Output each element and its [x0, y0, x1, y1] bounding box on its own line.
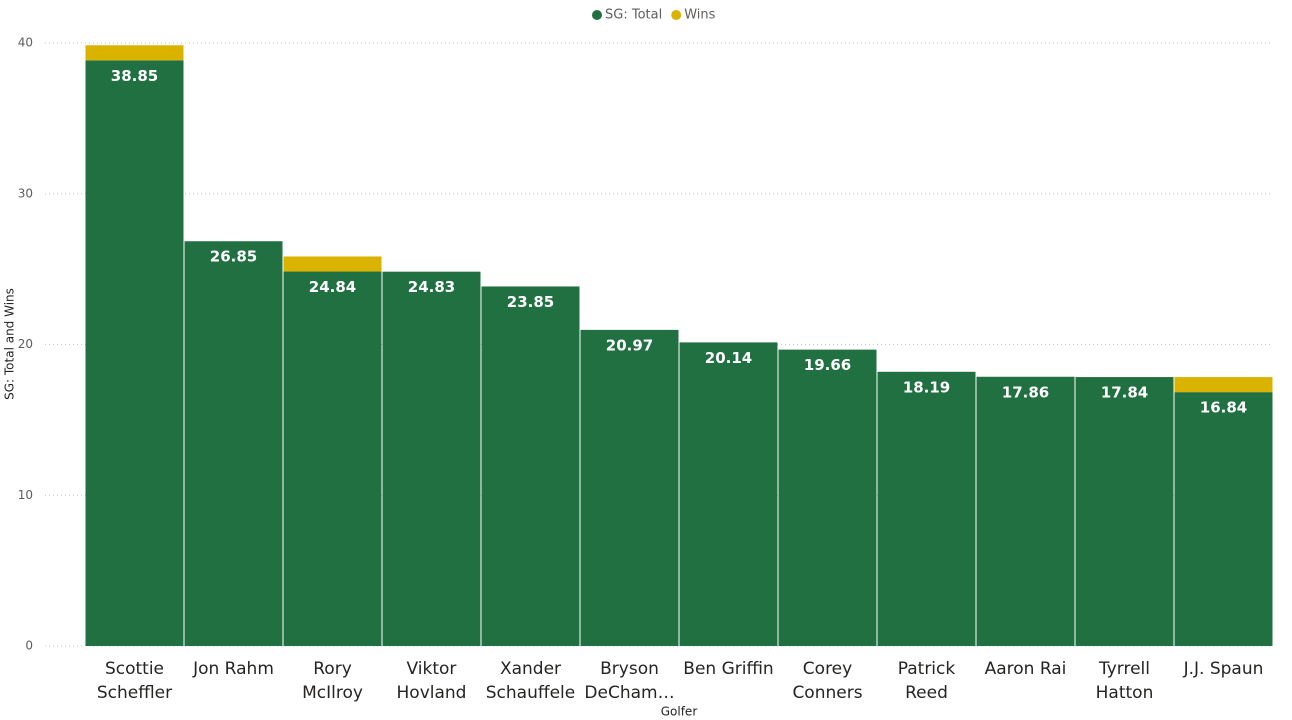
value-label: 17.84 [1101, 384, 1148, 402]
bar-segment [283, 256, 382, 272]
x-tick-label: Rory McIlroy [302, 659, 363, 703]
legend-label: Wins [684, 8, 715, 23]
bar-segment [976, 376, 1075, 646]
x-tick-label: Jon Rahm [192, 659, 274, 679]
value-label: 23.85 [507, 293, 554, 311]
value-label: 38.85 [111, 67, 158, 85]
y-axis-title: SG: Total and Wins [3, 288, 17, 400]
value-label: 17.86 [1002, 383, 1049, 401]
bar-segment [481, 286, 580, 646]
x-tick-label: Aaron Rai [985, 659, 1067, 679]
legend-swatch [592, 10, 602, 20]
bar-segment [382, 271, 481, 646]
x-tick-label: Patrick Reed [898, 659, 956, 703]
bar-segment [1174, 392, 1273, 646]
value-label: 24.83 [408, 278, 455, 296]
y-tick-label: 0 [25, 639, 33, 653]
value-label: 26.85 [210, 248, 257, 266]
bar-segment [1075, 377, 1174, 646]
bar-segment [877, 371, 976, 646]
x-tick-label: J.J. Spaun [1183, 659, 1264, 679]
x-tick-label: Corey Conners [792, 659, 862, 703]
bar-segment [580, 329, 679, 646]
y-tick-label: 40 [18, 36, 33, 50]
bar-segment [184, 241, 283, 646]
x-tick-label: Ben Griffin [683, 659, 773, 679]
bar-segment [1174, 377, 1273, 393]
x-tick-label: Scottie Scheffler [97, 659, 172, 703]
value-label: 16.84 [1200, 399, 1247, 417]
legend-label: SG: Total [605, 8, 662, 23]
value-label: 20.14 [705, 349, 752, 367]
legend-swatch [671, 10, 682, 20]
x-tick-label: Viktor Hovland [397, 659, 467, 703]
y-tick-label: 10 [18, 488, 33, 502]
bar-segment [679, 342, 778, 646]
x-tick-label: Xander Schauffele [486, 659, 575, 703]
y-tick-label: 30 [18, 186, 33, 200]
value-label: 20.97 [606, 336, 653, 354]
bar-segment [283, 271, 382, 646]
x-tick-label: Tyrrell Hatton [1096, 659, 1154, 703]
bar-segment [85, 60, 184, 647]
value-label: 18.19 [903, 378, 950, 396]
value-label: 19.66 [804, 356, 851, 374]
y-tick-label: 20 [18, 337, 33, 351]
bar-segment [85, 45, 184, 61]
value-label: 24.84 [309, 278, 356, 296]
x-axis-title: Golfer [661, 705, 698, 719]
x-tick-label: Bryson DeCham… [584, 659, 674, 703]
bar-segment [778, 349, 877, 646]
